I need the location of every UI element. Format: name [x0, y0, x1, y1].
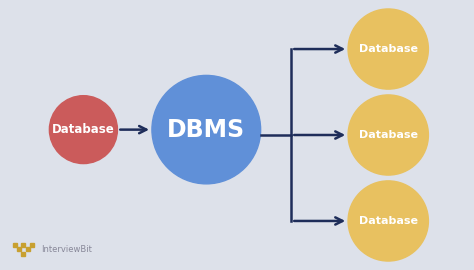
- Ellipse shape: [348, 181, 428, 261]
- Ellipse shape: [152, 75, 261, 184]
- Text: InterviewBit: InterviewBit: [41, 245, 92, 254]
- Text: Database: Database: [359, 216, 418, 226]
- Ellipse shape: [49, 96, 118, 164]
- Text: Database: Database: [359, 130, 418, 140]
- Text: Database: Database: [52, 123, 115, 136]
- Ellipse shape: [348, 95, 428, 175]
- Text: Database: Database: [359, 44, 418, 54]
- Ellipse shape: [348, 9, 428, 89]
- Text: DBMS: DBMS: [167, 118, 246, 142]
